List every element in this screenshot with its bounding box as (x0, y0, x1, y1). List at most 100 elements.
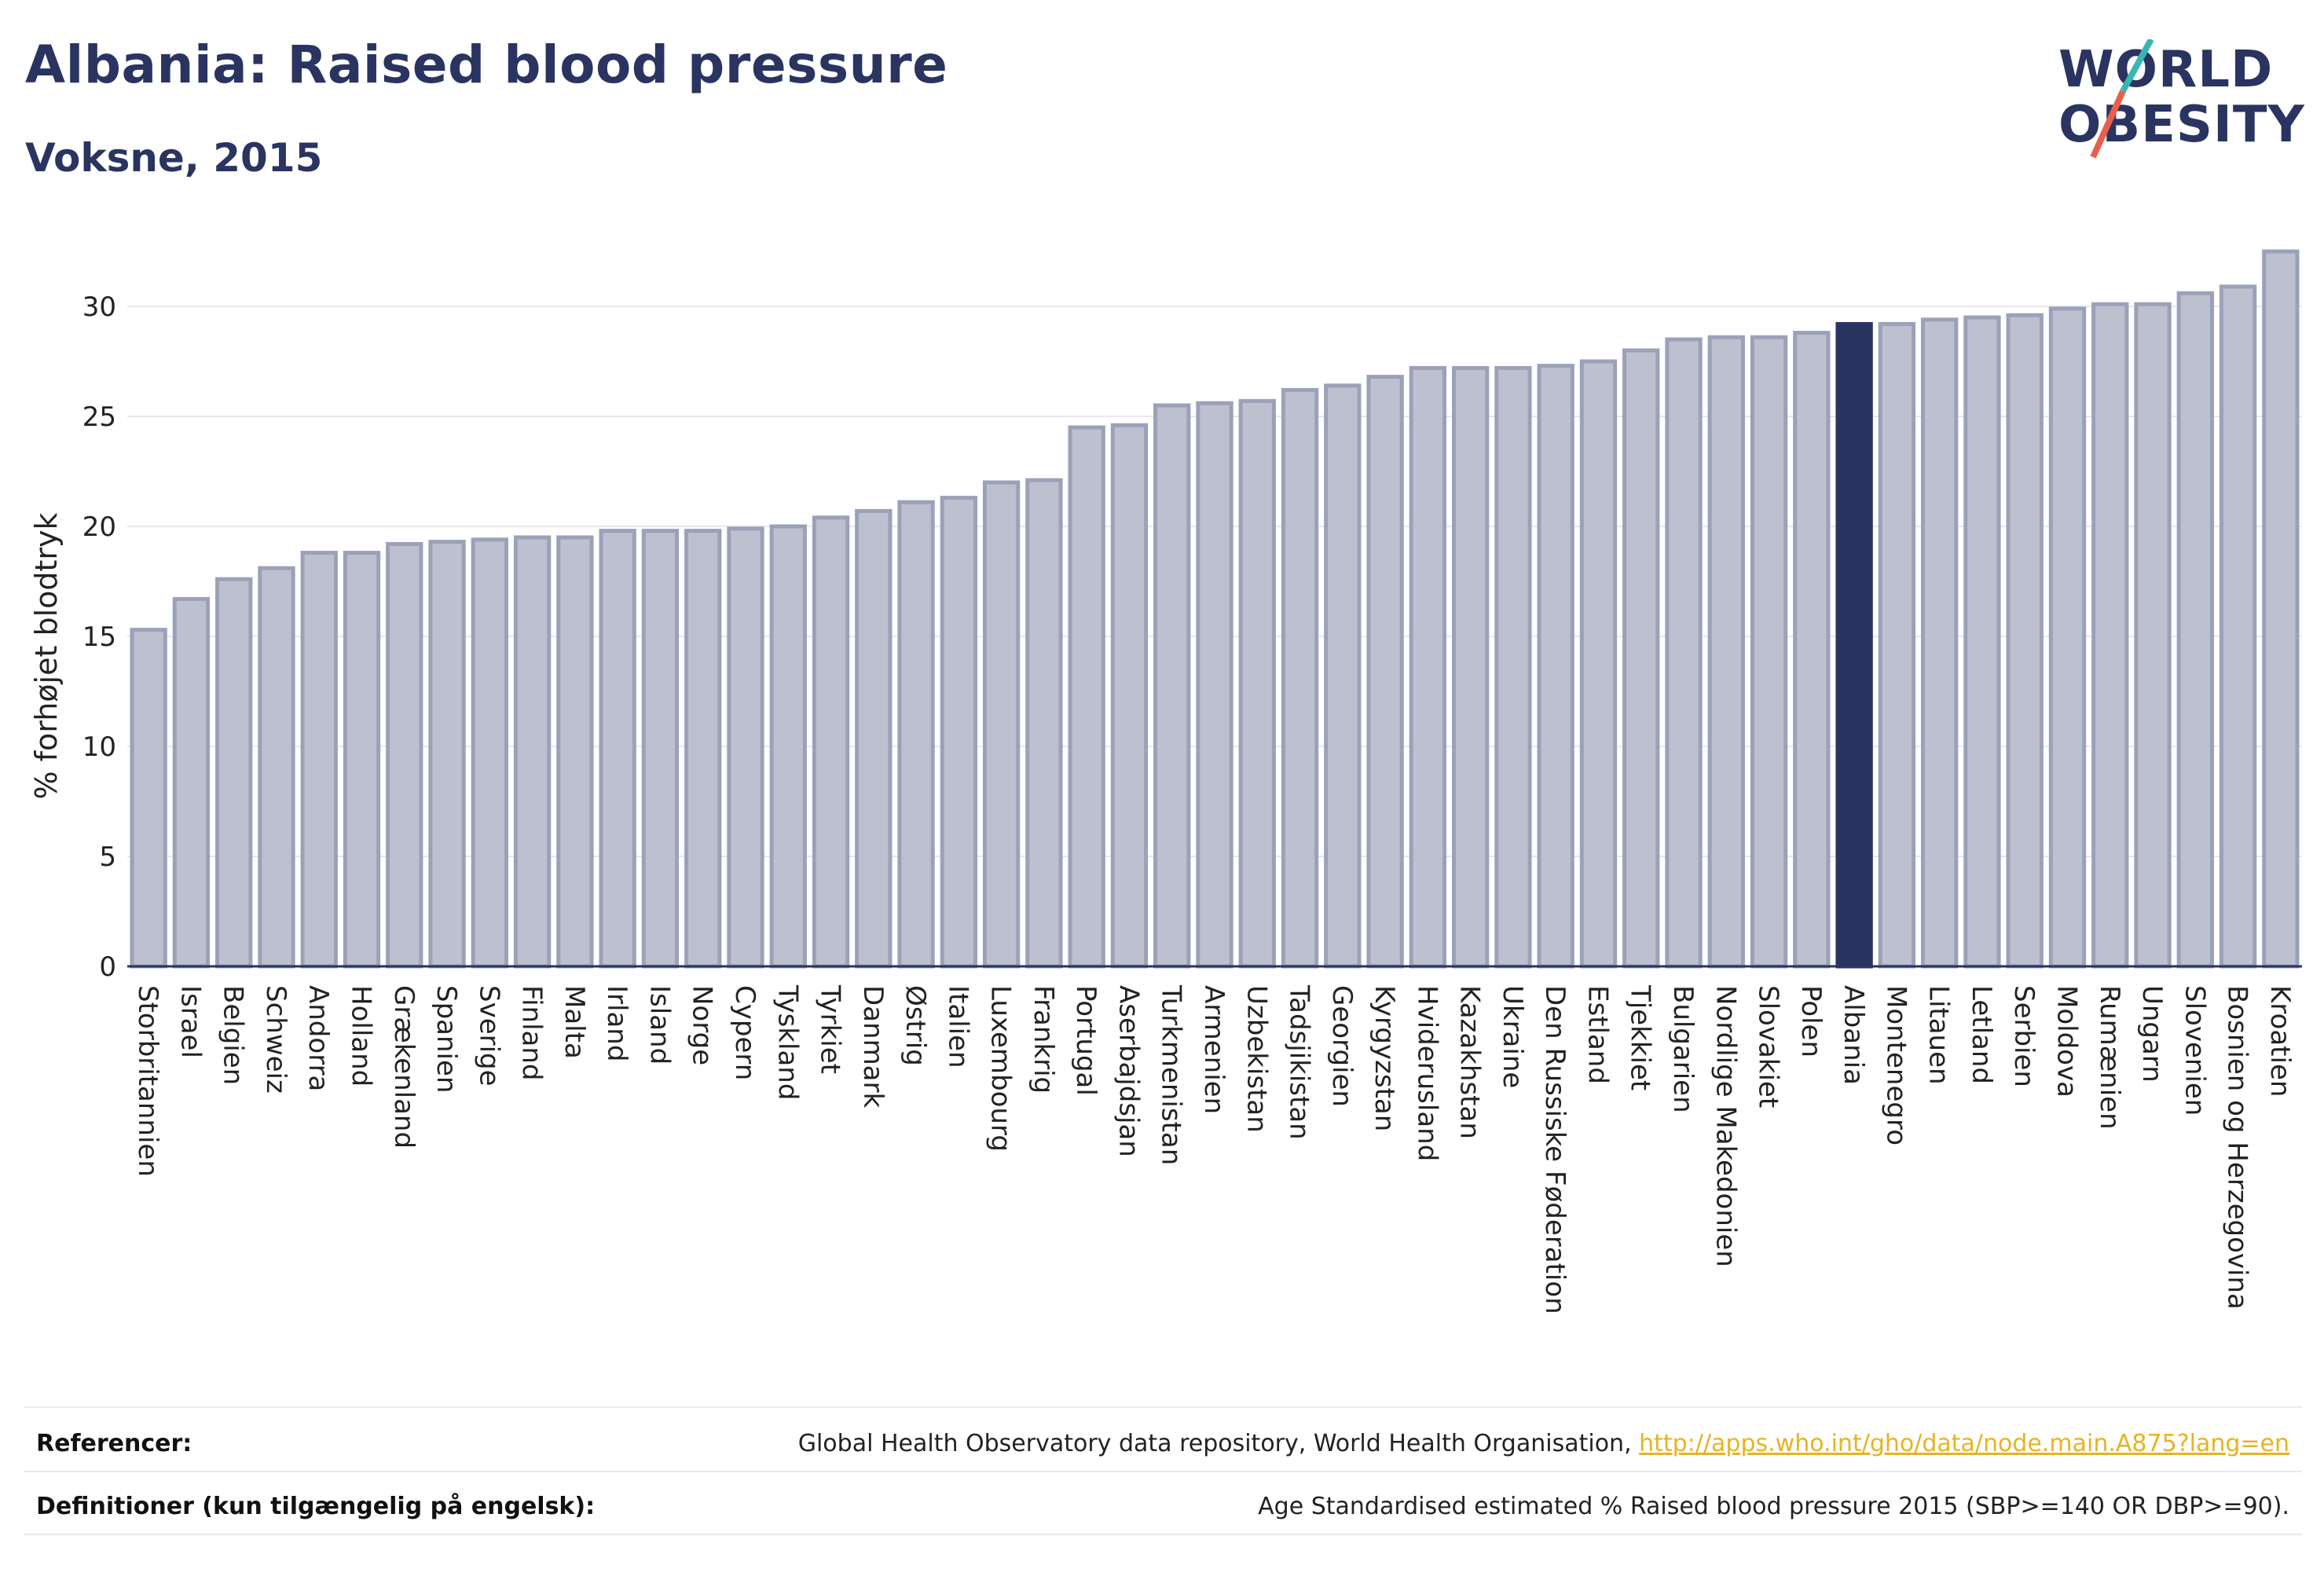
x-tick-label: Bulgarien (1667, 985, 1699, 1113)
y-tick-label: 10 (82, 731, 116, 763)
x-tick-label: Tadsjikistan (1284, 984, 1315, 1140)
x-tick-label: Schweiz (260, 985, 291, 1094)
bar (1878, 321, 1916, 969)
x-tick-label: Østrig (900, 985, 931, 1066)
references-label: Referencer: (36, 1430, 192, 1457)
y-tick-label: 30 (82, 291, 116, 323)
x-tick-label: Turkmenistan (1156, 984, 1187, 1165)
x-tick-label: Kyrgyzstan (1369, 985, 1400, 1131)
bar (1025, 478, 1063, 969)
bar (172, 596, 211, 969)
footer-divider-middle (24, 1471, 2302, 1472)
bar (556, 535, 594, 969)
bar (386, 541, 423, 969)
bars-layer (127, 249, 2302, 969)
x-tick-label: Israel (174, 985, 206, 1058)
x-tick-label: Bosnien og Herzegovina (2222, 985, 2253, 1310)
page-subtitle: Voksne, 2015 (25, 135, 323, 181)
x-tick-label: Portugal (1070, 985, 1102, 1096)
x-tick-label: Moldova (2051, 985, 2082, 1098)
bar (599, 529, 636, 969)
x-tick-label: Finland (516, 985, 548, 1081)
bar (1281, 387, 1319, 969)
x-tick-label: Tyrkiet (815, 984, 846, 1074)
bar (1196, 401, 1233, 969)
bar (1451, 365, 1490, 969)
x-tick-label: Tyskland (772, 984, 803, 1100)
bar (471, 537, 509, 969)
bar (2176, 291, 2214, 969)
x-tick-label: Malta (559, 985, 590, 1059)
x-tick-label: Montenegro (1880, 985, 1912, 1145)
x-tick-label: Luxembourg (985, 985, 1017, 1152)
bar (1153, 403, 1191, 969)
y-axis-label: % forhøjet blodtryk (29, 512, 64, 799)
bar (1750, 335, 1788, 969)
bar (1793, 331, 1831, 969)
x-tick-label: Aserbajdsjan (1113, 985, 1144, 1157)
x-tick-label: Cypern (729, 985, 761, 1080)
x-tick-label: Andorra (302, 985, 334, 1091)
x-tick-label: Letland (1966, 985, 1997, 1084)
definitions-text: Age Standardised estimated % Raised bloo… (1258, 1493, 2289, 1520)
page-title: Albania: Raised blood pressure (25, 35, 948, 95)
bar (1238, 398, 1276, 969)
bar (258, 566, 295, 969)
x-tick-label: Nordlige Makedonien (1710, 985, 1741, 1267)
x-tick-label: Georgien (1326, 985, 1358, 1107)
bar (641, 529, 680, 969)
footer-divider-bottom (24, 1534, 2302, 1535)
x-tick-label: Uzbekistan (1241, 985, 1272, 1133)
bar (940, 496, 978, 969)
references-link[interactable]: http://apps.who.int/gho/data/node.main.A… (1639, 1430, 2289, 1457)
bar (1110, 423, 1149, 969)
bar (428, 540, 466, 969)
y-tick-label: 0 (99, 951, 116, 983)
x-tick-label: Den Russiske Føderation (1539, 985, 1571, 1314)
x-tick-label: Slovenien (2179, 985, 2210, 1116)
bar (130, 628, 167, 969)
x-tick-label: Kroatien (2264, 985, 2296, 1097)
x-tick-label: Norge (687, 985, 718, 1065)
references-value: Global Health Observatory data repositor… (798, 1430, 2289, 1457)
bar (1665, 337, 1703, 969)
bar (1366, 375, 1404, 969)
x-tick-label: Litauen (1923, 985, 1955, 1085)
logo-line-1: WORLD (2058, 41, 2273, 99)
bar (684, 529, 722, 969)
logo-slash-coral (2090, 90, 2126, 159)
bar (855, 508, 893, 969)
bar-highlight (1835, 321, 1873, 969)
bar (2219, 284, 2257, 969)
world-obesity-logo: WORLD OBESITY (2058, 39, 2304, 159)
x-tick-label: Armenien (1198, 985, 1230, 1114)
bar (897, 500, 935, 969)
x-tick-label: Irland (601, 985, 632, 1061)
x-tick-label: Storbritannien (132, 985, 163, 1177)
x-tick-label: Estland (1582, 985, 1613, 1084)
x-tick-label: Kazakhstan (1454, 985, 1486, 1139)
x-tick-label: Sverige (473, 985, 504, 1087)
x-ticks: Storbritannien Israel Belgien Schweiz Andorr… (132, 984, 2296, 1314)
y-ticks: 0 5 10 15 20 25 30 (82, 291, 116, 983)
x-tick-label: Polen (1795, 985, 1827, 1057)
bar (1068, 425, 1105, 969)
x-tick-label: Hviderusland (1411, 985, 1442, 1161)
x-tick-label: Tjekkiet (1625, 984, 1656, 1090)
bar (1920, 317, 1959, 969)
bar (1579, 359, 1618, 969)
x-tick-label: Slovakiet (1753, 985, 1784, 1108)
x-tick-label: Spanien (431, 985, 462, 1093)
y-tick-label: 5 (99, 841, 116, 873)
x-tick-label: Island (643, 985, 675, 1065)
x-tick-label: Ukraine (1497, 985, 1528, 1088)
bar (1707, 335, 1745, 969)
x-tick-label: Albania (1838, 985, 1869, 1085)
x-tick-label: Grækenland (388, 985, 420, 1149)
bar (812, 515, 850, 969)
bar (727, 526, 764, 969)
bar (2262, 249, 2300, 969)
logo-slash-teal (2120, 39, 2154, 93)
bar-chart: 0 5 10 15 20 25 30 Storbritannien Israel Belgien… (29, 249, 2302, 1314)
x-tick-label: Ungarn (2136, 985, 2168, 1083)
